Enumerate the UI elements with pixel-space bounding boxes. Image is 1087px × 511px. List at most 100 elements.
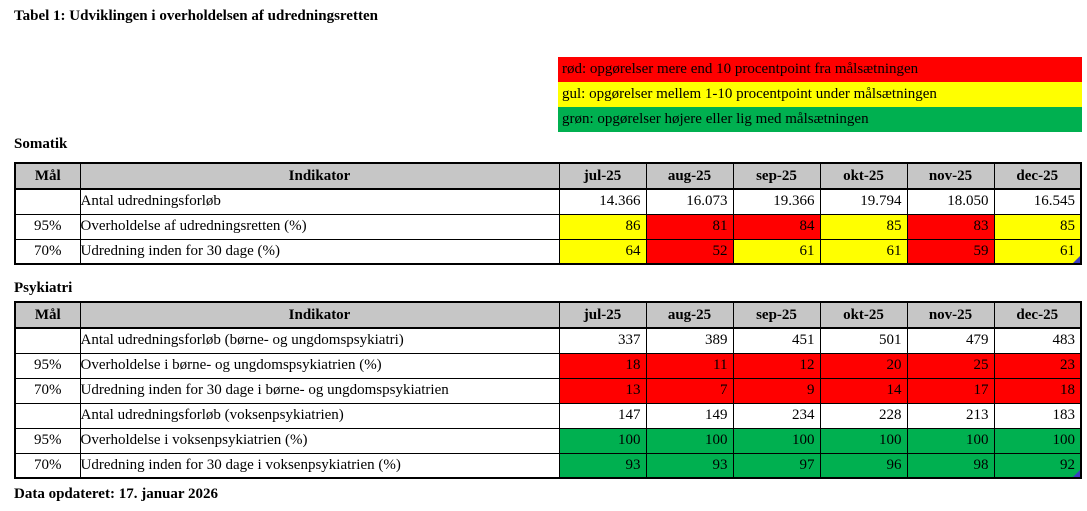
column-header-month-5: dec-25 <box>993 301 1082 329</box>
column-header-month-0: jul-25 <box>558 162 647 190</box>
value-cell: 25 <box>906 352 995 379</box>
value-cell: 98 <box>906 452 995 479</box>
value-cell: 59 <box>906 238 995 265</box>
value-cell: 14 <box>819 377 908 404</box>
indicator-cell: Antal udredningsforløb <box>79 188 560 215</box>
indicator-cell: Overholdelse i voksenpsykiatrien (%) <box>79 427 560 454</box>
value-cell: 501 <box>819 327 908 354</box>
value-cell: 85 <box>819 213 908 240</box>
value-cell: 234 <box>732 402 821 429</box>
indicator-cell: Udredning inden for 30 dage i voksenpsyk… <box>79 452 560 479</box>
indicator-cell: Overholdelse af udredningsretten (%) <box>79 213 560 240</box>
value-cell: 84 <box>732 213 821 240</box>
value-cell: 17 <box>906 377 995 404</box>
column-header-indikator: Indikator <box>79 162 560 190</box>
goal-cell: 95% <box>14 352 81 379</box>
value-cell: 92 <box>993 452 1082 479</box>
value-cell: 18.050 <box>906 188 995 215</box>
value-cell: 97 <box>732 452 821 479</box>
table-row: Antal udredningsforløb 14.366 16.073 19.… <box>14 188 1082 215</box>
value-cell: 13 <box>558 377 647 404</box>
value-cell: 61 <box>819 238 908 265</box>
value-cell: 183 <box>993 402 1082 429</box>
column-header-month-2: sep-25 <box>732 301 821 329</box>
goal-cell: 95% <box>14 427 81 454</box>
value-cell: 337 <box>558 327 647 354</box>
table-row: 70% Udredning inden for 30 dage i børne-… <box>14 377 1082 404</box>
section-heading-somatik: Somatik <box>14 136 68 152</box>
table-header-row: Mål Indikator jul-25 aug-25 sep-25 okt-2… <box>14 301 1082 329</box>
value-cell: 93 <box>558 452 647 479</box>
column-header-month-2: sep-25 <box>732 162 821 190</box>
psykiatri-table: Mål Indikator jul-25 aug-25 sep-25 okt-2… <box>14 301 1082 479</box>
value-cell: 100 <box>906 427 995 454</box>
column-header-month-1: aug-25 <box>645 301 734 329</box>
table-row: 70% Udredning inden for 30 dage i voksen… <box>14 452 1082 479</box>
value-cell: 93 <box>645 452 734 479</box>
value-cell: 11 <box>645 352 734 379</box>
indicator-cell: Antal udredningsforløb (voksenpsykiatrie… <box>79 402 560 429</box>
value-cell: 61 <box>732 238 821 265</box>
goal-cell <box>14 327 81 354</box>
table-row: 95% Overholdelse af udredningsretten (%)… <box>14 213 1082 240</box>
value-cell: 9 <box>732 377 821 404</box>
value-cell: 479 <box>906 327 995 354</box>
column-header-month-4: nov-25 <box>906 162 995 190</box>
value-cell: 61 <box>993 238 1082 265</box>
goal-cell <box>14 188 81 215</box>
color-legend: rød: opgørelser mere end 10 procentpoint… <box>558 57 1082 132</box>
column-header-month-1: aug-25 <box>645 162 734 190</box>
goal-cell: 70% <box>14 377 81 404</box>
legend-item-red: rød: opgørelser mere end 10 procentpoint… <box>558 57 1082 82</box>
data-updated-note: Data opdateret: 17. januar 2026 <box>14 486 219 502</box>
table-row: 95% Overholdelse i voksenpsykiatrien (%)… <box>14 427 1082 454</box>
value-cell: 149 <box>645 402 734 429</box>
column-header-month-0: jul-25 <box>558 301 647 329</box>
column-header-month-3: okt-25 <box>819 301 908 329</box>
table-header-row: Mål Indikator jul-25 aug-25 sep-25 okt-2… <box>14 162 1082 190</box>
table-row: 70% Udredning inden for 30 dage (%) 64 5… <box>14 238 1082 265</box>
legend-item-green: grøn: opgørelser højere eller lig med må… <box>558 107 1082 132</box>
value-cell: 18 <box>993 377 1082 404</box>
column-header-maal: Mål <box>14 301 81 329</box>
column-header-month-3: okt-25 <box>819 162 908 190</box>
value-cell: 52 <box>645 238 734 265</box>
section-heading-psykiatri: Psykiatri <box>14 280 73 296</box>
value-cell: 20 <box>819 352 908 379</box>
value-cell: 100 <box>819 427 908 454</box>
value-cell: 100 <box>732 427 821 454</box>
somatik-table: Mål Indikator jul-25 aug-25 sep-25 okt-2… <box>14 162 1082 265</box>
value-cell: 16.073 <box>645 188 734 215</box>
value-cell: 23 <box>993 352 1082 379</box>
goal-cell <box>14 402 81 429</box>
value-cell: 14.366 <box>558 188 647 215</box>
indicator-cell: Udredning inden for 30 dage i børne- og … <box>79 377 560 404</box>
indicator-cell: Udredning inden for 30 dage (%) <box>79 238 560 265</box>
corner-marker-icon <box>1073 470 1080 477</box>
value-cell: 85 <box>993 213 1082 240</box>
value-cell: 19.794 <box>819 188 908 215</box>
table-row: Antal udredningsforløb (børne- og ungdom… <box>14 327 1082 354</box>
column-header-month-4: nov-25 <box>906 301 995 329</box>
value-cell: 12 <box>732 352 821 379</box>
value-cell: 64 <box>558 238 647 265</box>
goal-cell: 70% <box>14 452 81 479</box>
value-cell: 7 <box>645 377 734 404</box>
value-cell: 483 <box>993 327 1082 354</box>
column-header-indikator: Indikator <box>79 301 560 329</box>
value-cell: 100 <box>558 427 647 454</box>
column-header-maal: Mål <box>14 162 81 190</box>
goal-cell: 95% <box>14 213 81 240</box>
indicator-cell: Antal udredningsforløb (børne- og ungdom… <box>79 327 560 354</box>
value-cell: 389 <box>645 327 734 354</box>
value-cell: 83 <box>906 213 995 240</box>
page-title: Tabel 1: Udviklingen i overholdelsen af … <box>14 8 378 24</box>
goal-cell: 70% <box>14 238 81 265</box>
corner-marker-icon <box>1073 256 1080 263</box>
table-row: Antal udredningsforløb (voksenpsykiatrie… <box>14 402 1082 429</box>
table-row: 95% Overholdelse i børne- og ungdomspsyk… <box>14 352 1082 379</box>
value-cell: 19.366 <box>732 188 821 215</box>
value-cell: 147 <box>558 402 647 429</box>
column-header-month-5: dec-25 <box>993 162 1082 190</box>
